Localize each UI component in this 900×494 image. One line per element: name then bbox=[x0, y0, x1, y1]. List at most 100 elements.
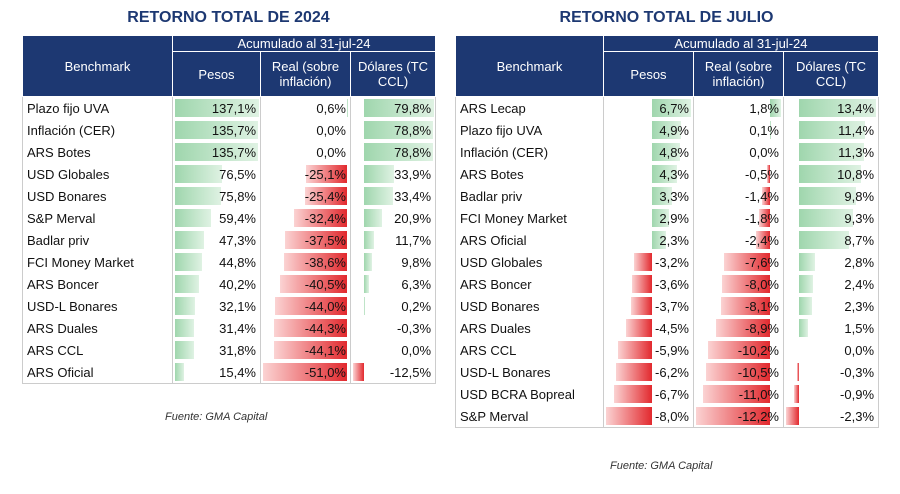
data-bar bbox=[280, 275, 348, 293]
data-bar bbox=[285, 231, 348, 249]
cell-value: 11,4% bbox=[838, 122, 875, 138]
data-bar bbox=[652, 143, 681, 161]
cell-value: 33,4% bbox=[394, 188, 432, 204]
row-label: Badlar priv bbox=[22, 229, 173, 251]
value-cell: 79,8% bbox=[349, 96, 437, 119]
value-cell: -38,6% bbox=[260, 251, 351, 273]
cell-value: 2,8% bbox=[844, 254, 875, 270]
value-cell: -32,4% bbox=[260, 207, 351, 229]
cell-value: 11,3% bbox=[838, 144, 875, 160]
data-bar bbox=[721, 297, 771, 315]
cell-value: 76,5% bbox=[219, 166, 256, 182]
data-bar bbox=[633, 253, 653, 271]
cell-value: -5,9% bbox=[655, 342, 689, 358]
value-cell: 9,8% bbox=[782, 185, 880, 207]
value-cell: -8,1% bbox=[693, 295, 784, 317]
cell-value: 10,8% bbox=[837, 166, 875, 182]
cell-value: 2,3% bbox=[844, 298, 875, 314]
row-label: USD Bonares bbox=[455, 295, 604, 317]
value-cell: -44,3% bbox=[260, 317, 351, 339]
cell-value: -51,0% bbox=[304, 364, 346, 380]
row-label: S&P Merval bbox=[455, 405, 604, 428]
value-cell: 2,3% bbox=[603, 229, 694, 251]
data-bar bbox=[794, 385, 800, 403]
header-row: Pesos Real (sobre inflación) Dólares (TC C… bbox=[23, 51, 437, 97]
row-label: USD-L Bonares bbox=[22, 295, 173, 317]
cell-value: 13,4% bbox=[837, 100, 875, 116]
cell-value: 0,0% bbox=[316, 144, 346, 160]
data-row: ARS CCL 31,8% -44,1% 0,0% bbox=[22, 339, 437, 361]
data-row: USD Globales 76,5% -25,1% 33,9% bbox=[22, 163, 437, 185]
data-bar bbox=[175, 319, 195, 337]
cell-value: 2,4% bbox=[844, 276, 875, 292]
cell-value: -1,8% bbox=[745, 210, 779, 226]
value-cell: 76,5% bbox=[172, 163, 261, 185]
cell-value: 6,3% bbox=[401, 276, 432, 292]
value-cell: 9,8% bbox=[349, 251, 437, 273]
data-row: Inflación (CER) 135,7% 0,0% 78,8% bbox=[22, 119, 437, 141]
row-label: Inflación (CER) bbox=[22, 119, 173, 141]
data-row: ARS Oficial 2,3% -2,4% 8,7% bbox=[455, 229, 880, 251]
data-bar bbox=[175, 187, 222, 205]
cell-value: -10,5% bbox=[737, 364, 779, 380]
data-bar bbox=[630, 297, 653, 315]
cell-value: -0,5% bbox=[745, 166, 779, 182]
cell-value: -12,2% bbox=[737, 408, 779, 424]
cell-value: -25,1% bbox=[304, 166, 346, 182]
cell-value: -3,2% bbox=[655, 254, 689, 270]
value-cell: 33,4% bbox=[349, 185, 437, 207]
value-cell: -3,6% bbox=[603, 273, 694, 295]
cell-value: -0,9% bbox=[840, 386, 875, 402]
data-row: Badlar priv 3,3% -1,4% 9,8% bbox=[455, 185, 880, 207]
value-cell: -1,8% bbox=[693, 207, 784, 229]
header-cell: Real (sobre inflación) bbox=[260, 51, 351, 97]
value-cell: -8,0% bbox=[693, 273, 784, 295]
value-cell: 135,7% bbox=[172, 119, 261, 141]
data-bar bbox=[703, 385, 771, 403]
data-bar bbox=[363, 121, 433, 139]
cell-value: -11,0% bbox=[738, 386, 779, 402]
data-bar bbox=[613, 385, 653, 403]
cell-value: -3,7% bbox=[655, 298, 689, 314]
data-row: ARS Lecap 6,7% 1,8% 13,4% bbox=[455, 96, 880, 119]
data-bar bbox=[799, 231, 850, 249]
cell-value: -8,1% bbox=[745, 298, 779, 314]
value-cell: 1,8% bbox=[693, 96, 784, 119]
data-bar bbox=[767, 165, 771, 183]
cell-value: 79,8% bbox=[394, 100, 432, 116]
row-label: ARS Duales bbox=[22, 317, 173, 339]
value-cell: 78,8% bbox=[349, 119, 437, 141]
header-cell: Dólares (TC CCL) bbox=[349, 51, 437, 97]
data-bar bbox=[799, 209, 853, 227]
data-bar bbox=[175, 253, 203, 271]
row-label: FCI Money Market bbox=[455, 207, 604, 229]
cell-value: 9,8% bbox=[401, 254, 432, 270]
value-cell: 2,9% bbox=[603, 207, 694, 229]
value-cell: 4,8% bbox=[603, 141, 694, 163]
value-cell: 59,4% bbox=[172, 207, 261, 229]
value-cell: 2,8% bbox=[782, 251, 880, 273]
cell-value: 0,0% bbox=[316, 122, 346, 138]
header-cell: Dólares (TC CCL) bbox=[782, 51, 880, 97]
value-cell: 20,9% bbox=[349, 207, 437, 229]
cell-value: 135,7% bbox=[211, 122, 256, 138]
data-bar bbox=[652, 209, 670, 227]
cell-value: 137,1% bbox=[211, 100, 256, 116]
cell-value: 44,8% bbox=[219, 254, 256, 270]
value-cell: 0,0% bbox=[349, 339, 437, 361]
data-bar bbox=[363, 275, 370, 293]
data-bar bbox=[305, 187, 348, 205]
data-bar bbox=[761, 187, 771, 205]
value-cell: -0,3% bbox=[782, 361, 880, 383]
data-bar bbox=[799, 297, 813, 315]
value-cell: 8,7% bbox=[782, 229, 880, 251]
data-row: ARS Botes 135,7% 0,0% 78,8% bbox=[22, 141, 437, 163]
cell-value: -12,5% bbox=[389, 364, 432, 380]
header-cell: Benchmark bbox=[455, 35, 604, 97]
data-bar bbox=[797, 363, 800, 381]
data-bar bbox=[363, 165, 394, 183]
cell-value: 31,4% bbox=[219, 320, 256, 336]
data-bar bbox=[759, 209, 771, 227]
value-cell: -8,9% bbox=[693, 317, 784, 339]
value-cell: 4,3% bbox=[603, 163, 694, 185]
